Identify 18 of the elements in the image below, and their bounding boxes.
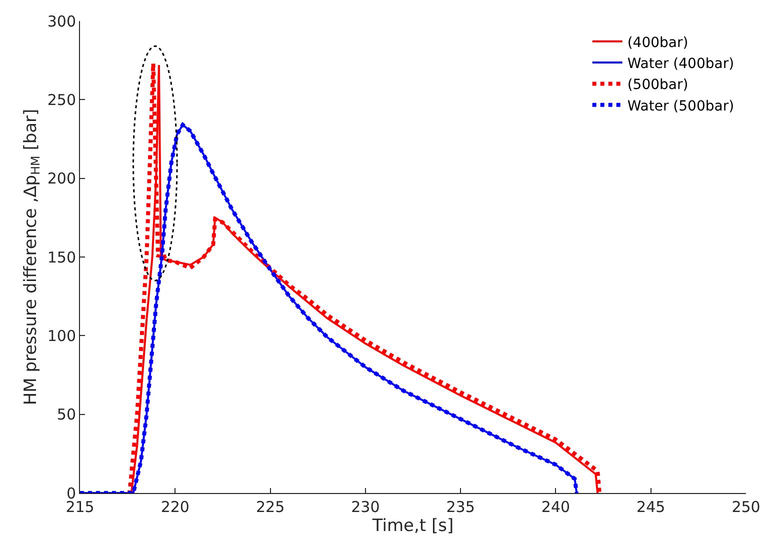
y-tick-label: 250 xyxy=(47,90,76,109)
y-tick-label: 50 xyxy=(56,406,76,424)
y-tick-label: 100 xyxy=(47,326,76,345)
x-tick-label: 220 xyxy=(160,498,190,516)
x-tick-label: 230 xyxy=(351,498,380,516)
legend-label: (500bar) xyxy=(627,77,688,94)
y-tick-label: 300 xyxy=(47,12,76,30)
x-tick-label: 225 xyxy=(256,498,285,516)
y-tick-label: 150 xyxy=(47,248,76,266)
x-tick-label: 235 xyxy=(446,498,475,516)
x-tick-label: 250 xyxy=(732,498,760,516)
legend-label: Water (500bar) xyxy=(627,98,734,114)
x-axis-title: Time,t [s] xyxy=(371,516,454,536)
x-tick-label: 240 xyxy=(541,498,570,516)
y-tick-label: 200 xyxy=(47,170,76,188)
legend-label: Water (400bar) xyxy=(627,56,734,72)
legend-label: (400bar) xyxy=(627,34,688,51)
x-tick-label: 245 xyxy=(636,498,666,516)
